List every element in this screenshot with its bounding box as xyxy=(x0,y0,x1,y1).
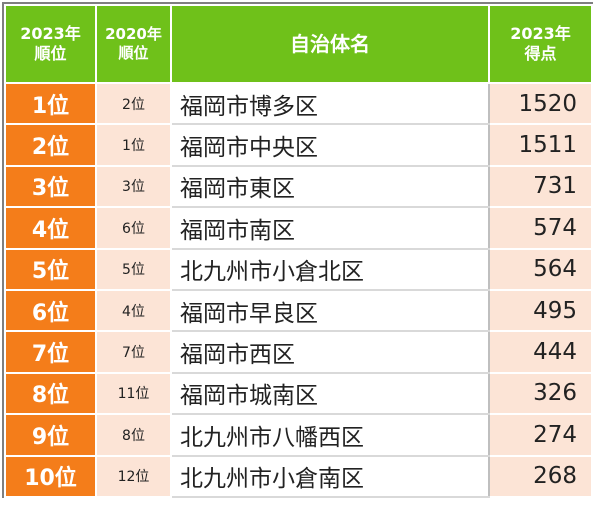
rank-2023-cell: 9位 xyxy=(4,413,97,457)
rank-2020-cell: 8位 xyxy=(95,413,172,457)
header-score-2023-year: 2023年 xyxy=(510,24,571,43)
table-row: 8位 11位 福岡市城南区 326 xyxy=(4,371,593,416)
table-row: 4位 6位 福岡市南区 574 xyxy=(4,206,593,250)
rank-2020-cell: 1位 xyxy=(95,123,172,167)
municipality-name-cell: 福岡市南区 xyxy=(170,206,490,250)
table-row: 9位 8位 北九州市八幡西区 274 xyxy=(4,413,593,457)
rank-2023-cell: 6位 xyxy=(4,288,97,333)
rank-2023-cell: 10位 xyxy=(4,454,97,498)
rank-2023-cell: 7位 xyxy=(4,330,97,374)
municipality-name-cell: 北九州市小倉北区 xyxy=(170,247,490,291)
municipality-name-cell: 福岡市西区 xyxy=(170,330,490,374)
table-row: 5位 5位 北九州市小倉北区 564 xyxy=(4,247,593,291)
municipality-name-cell: 北九州市小倉南区 xyxy=(170,454,490,498)
header-rank-2023: 2023年 順位 xyxy=(4,4,97,84)
table-row: 7位 7位 福岡市西区 444 xyxy=(4,330,593,374)
rank-2023-cell: 3位 xyxy=(4,164,97,209)
ranking-table-frame: 2023年 順位 2020年 順位 自治体名 2023年 得点 1位 2位 福岡… xyxy=(2,2,593,498)
rank-2023-cell: 2位 xyxy=(4,123,97,167)
score-2023-cell: 1511 xyxy=(488,123,593,167)
municipality-name-cell: 福岡市中央区 xyxy=(170,123,490,167)
score-2023-cell: 444 xyxy=(488,330,593,374)
rank-2023-cell: 1位 xyxy=(4,81,97,126)
score-2023-cell: 1520 xyxy=(488,81,593,126)
rank-2020-cell: 12位 xyxy=(95,454,172,498)
rank-2020-cell: 4位 xyxy=(95,288,172,333)
header-rank-2023-year: 2023年 xyxy=(20,24,81,43)
rank-2020-cell: 11位 xyxy=(95,371,172,416)
score-2023-cell: 326 xyxy=(488,371,593,416)
header-rank-2023-label: 順位 xyxy=(34,44,67,63)
rank-2020-cell: 7位 xyxy=(95,330,172,374)
municipality-name-cell: 福岡市城南区 xyxy=(170,371,490,416)
header-rank-2020-label: 順位 xyxy=(118,44,149,62)
table-row: 1位 2位 福岡市博多区 1520 xyxy=(4,81,593,126)
rank-2023-cell: 8位 xyxy=(4,371,97,416)
score-2023-cell: 564 xyxy=(488,247,593,291)
header-score-2023: 2023年 得点 xyxy=(488,4,593,84)
table-header-row: 2023年 順位 2020年 順位 自治体名 2023年 得点 xyxy=(4,4,593,84)
header-rank-2020: 2020年 順位 xyxy=(95,4,172,84)
table-row: 3位 3位 福岡市東区 731 xyxy=(4,164,593,209)
rank-2020-cell: 6位 xyxy=(95,206,172,250)
table-row: 2位 1位 福岡市中央区 1511 xyxy=(4,123,593,167)
header-score-2023-label: 得点 xyxy=(524,44,557,63)
header-rank-2020-year: 2020年 xyxy=(105,25,162,44)
score-2023-cell: 574 xyxy=(488,206,593,250)
ranking-table: 2023年 順位 2020年 順位 自治体名 2023年 得点 1位 2位 福岡… xyxy=(4,4,593,498)
score-2023-cell: 268 xyxy=(488,454,593,498)
table-row: 10位 12位 北九州市小倉南区 268 xyxy=(4,454,593,498)
rank-2023-cell: 5位 xyxy=(4,247,97,291)
score-2023-cell: 731 xyxy=(488,164,593,209)
header-municipality: 自治体名 xyxy=(170,4,490,84)
municipality-name-cell: 福岡市博多区 xyxy=(170,81,490,126)
rank-2023-cell: 4位 xyxy=(4,206,97,250)
municipality-name-cell: 福岡市東区 xyxy=(170,164,490,209)
rank-2020-cell: 2位 xyxy=(95,81,172,126)
score-2023-cell: 274 xyxy=(488,413,593,457)
rank-2020-cell: 5位 xyxy=(95,247,172,291)
table-row: 6位 4位 福岡市早良区 495 xyxy=(4,288,593,333)
municipality-name-cell: 北九州市八幡西区 xyxy=(170,413,490,457)
municipality-name-cell: 福岡市早良区 xyxy=(170,288,490,333)
rank-2020-cell: 3位 xyxy=(95,164,172,209)
score-2023-cell: 495 xyxy=(488,288,593,333)
